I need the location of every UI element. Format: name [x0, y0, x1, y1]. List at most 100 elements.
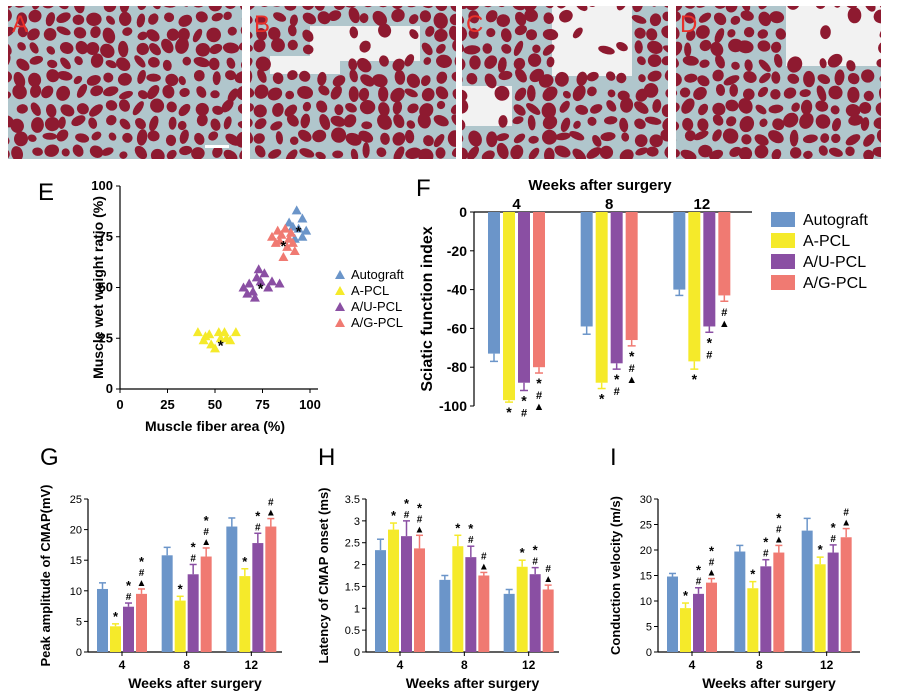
- muscle-fiber: [29, 42, 39, 54]
- scatter-point-a-pcl: [213, 327, 224, 337]
- muscle-fiber: [802, 134, 818, 144]
- muscle-fiber: [712, 102, 726, 116]
- muscle-fiber: [436, 100, 446, 110]
- bar-a-pcl: [680, 608, 691, 652]
- muscle-fiber: [462, 6, 468, 10]
- panel-label-i: I: [610, 444, 617, 471]
- muscle-fiber: [193, 57, 210, 68]
- muscle-fiber: [178, 76, 186, 86]
- muscle-fiber: [660, 129, 668, 142]
- scatter-point-a-pcl: [198, 335, 209, 345]
- muscle-fiber: [662, 45, 668, 55]
- muscle-fiber: [559, 9, 573, 23]
- bar-a-g-pcl: [706, 582, 717, 652]
- muscle-fiber: [676, 41, 683, 57]
- muscle-fiber: [100, 43, 115, 59]
- muscle-fiber: [754, 134, 769, 146]
- muscle-fiber: [757, 29, 769, 39]
- muscle-fiber: [665, 88, 668, 99]
- x-tick-label: 4: [512, 196, 521, 213]
- muscle-fiber: [616, 6, 628, 11]
- y-tick-label: -40: [447, 282, 467, 298]
- micrograph-texture: [250, 6, 456, 159]
- muscle-fiber: [46, 69, 60, 83]
- muscle-fiber: [196, 86, 207, 98]
- muscle-fiber: [485, 10, 498, 23]
- muscle-fiber: [223, 116, 232, 130]
- muscle-fiber: [13, 131, 29, 147]
- muscle-fiber: [122, 132, 133, 143]
- muscle-fiber: [175, 37, 189, 54]
- significance-mark: *: [818, 542, 824, 557]
- muscle-fiber: [697, 75, 710, 87]
- muscle-fiber: [392, 132, 406, 146]
- y-tick-label: 25: [99, 330, 113, 345]
- muscle-fiber: [423, 135, 434, 147]
- muscle-fiber: [498, 70, 513, 81]
- muscle-fiber: [148, 57, 160, 68]
- muscle-fiber: [631, 14, 647, 24]
- muscle-fiber: [486, 131, 498, 148]
- muscle-fiber: [60, 104, 75, 117]
- significance-mark: ▲: [415, 524, 425, 535]
- muscle-fiber: [462, 26, 468, 42]
- bar-a-u-pcl: [827, 552, 839, 652]
- muscle-fiber: [41, 85, 54, 99]
- muscle-fiber: [235, 131, 242, 148]
- muscle-fiber: [327, 10, 342, 21]
- significance-mark: *: [599, 391, 605, 407]
- muscle-fiber: [695, 25, 710, 39]
- bar-a-pcl: [747, 588, 759, 652]
- muscle-fiber: [119, 151, 128, 159]
- muscle-fiber: [768, 130, 784, 144]
- muscle-fiber: [209, 43, 223, 55]
- muscle-fiber: [789, 129, 799, 147]
- muscle-fiber: [392, 58, 405, 72]
- bar-a-g-pcl: [542, 589, 554, 652]
- significance-mark: *: [831, 520, 837, 535]
- muscle-fiber: [482, 43, 493, 54]
- muscle-fiber: [554, 145, 571, 158]
- muscle-fiber: [844, 6, 858, 9]
- y-tick-label: 0: [106, 381, 113, 396]
- muscle-fiber: [709, 149, 724, 159]
- muscle-fiber: [118, 11, 132, 26]
- significance-mark: #: [763, 549, 769, 560]
- muscle-fiber: [638, 74, 646, 83]
- muscle-fiber: [846, 60, 856, 72]
- muscle-fiber: [349, 26, 359, 39]
- muscle-fiber: [450, 6, 456, 12]
- muscle-fiber: [699, 39, 712, 52]
- muscle-fiber: [484, 73, 497, 89]
- muscle-fiber: [348, 86, 359, 102]
- scatter-point-a-g-pcl: [287, 237, 298, 247]
- muscle-fiber: [56, 26, 71, 36]
- bar-a-pcl: [814, 564, 826, 652]
- y-tick-label: 0: [459, 204, 467, 220]
- muscle-fiber: [211, 12, 224, 22]
- bar-a-pcl: [595, 212, 608, 383]
- y-axis-title: Conduction velocity (m/s): [608, 496, 623, 655]
- muscle-fiber: [737, 40, 754, 54]
- muscle-fiber: [770, 41, 782, 53]
- muscle-fiber: [178, 14, 193, 27]
- muscle-fiber: [616, 72, 627, 84]
- y-tick-label: 2.5: [345, 538, 360, 550]
- muscle-fiber: [73, 6, 85, 14]
- muscle-fiber: [192, 28, 203, 43]
- muscle-fiber: [318, 85, 330, 96]
- bar-a-u-pcl: [610, 212, 623, 364]
- muscle-fiber: [676, 72, 682, 87]
- muscle-fiber: [146, 29, 160, 42]
- muscle-fiber: [286, 114, 299, 127]
- muscle-fiber: [196, 113, 208, 127]
- muscle-fiber: [134, 145, 148, 159]
- muscle-fiber: [816, 85, 827, 102]
- muscle-fiber: [770, 89, 781, 100]
- significance-mark: *: [696, 563, 702, 578]
- muscle-fiber: [136, 129, 148, 146]
- muscle-fiber: [726, 116, 737, 127]
- muscle-fiber: [372, 74, 388, 88]
- muscle-fiber: [101, 147, 114, 156]
- significance-mark: #: [268, 498, 274, 509]
